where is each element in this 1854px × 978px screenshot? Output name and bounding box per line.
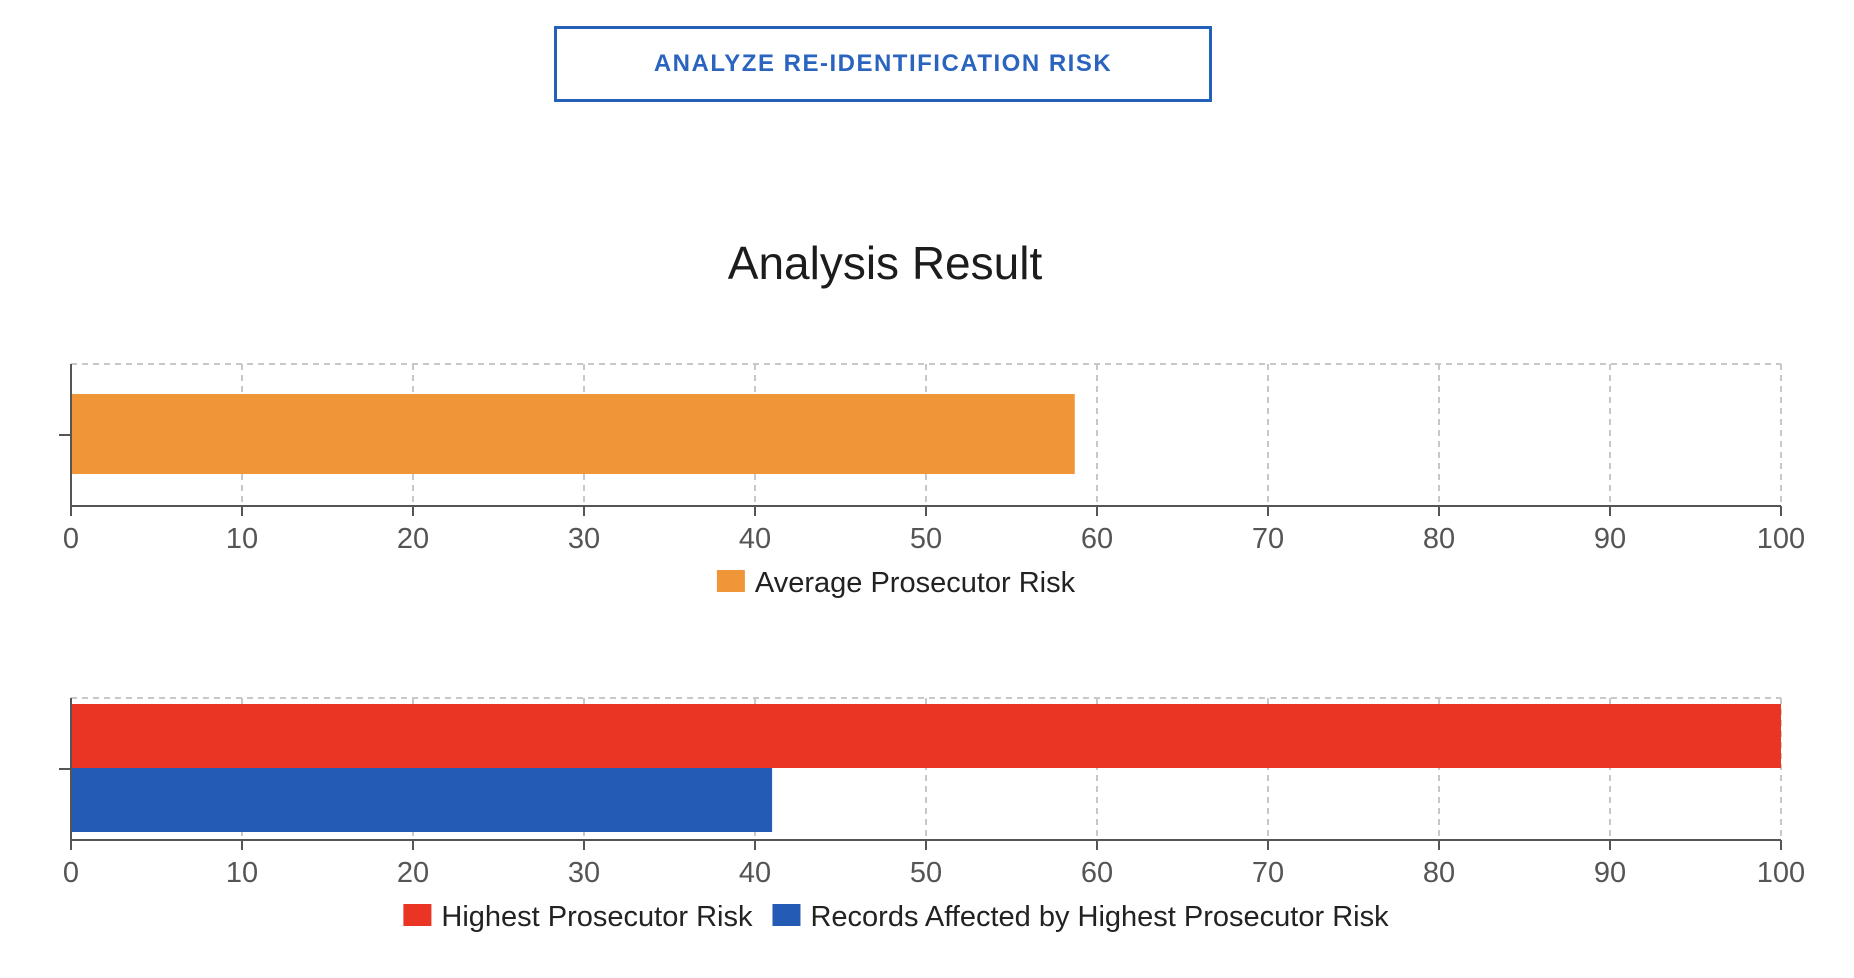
x-tick-label: 80 <box>1423 857 1455 889</box>
legend-item[interactable]: Average Prosecutor Risk <box>716 567 1076 599</box>
x-tick-label: 40 <box>739 857 771 889</box>
legend-label: Average Prosecutor Risk <box>755 567 1076 599</box>
legend-label: Records Affected by Highest Prosecutor R… <box>810 901 1389 933</box>
x-tick-label: 30 <box>568 523 600 555</box>
x-tick-label: 0 <box>63 523 79 555</box>
x-tick-label: 90 <box>1594 857 1626 889</box>
x-tick-label: 70 <box>1252 857 1284 889</box>
bar[interactable] <box>71 768 773 832</box>
bar[interactable] <box>71 394 1075 474</box>
x-tick-label: 70 <box>1252 523 1284 555</box>
x-tick-label: 20 <box>397 523 429 555</box>
highest-risk-chart: 0 10 20 30 40 50 60 70 80 90 100 Highest Prosecutor… <box>59 697 1805 933</box>
x-tick-label: 90 <box>1594 523 1626 555</box>
x-tick-label: 50 <box>910 523 942 555</box>
x-tick-label: 60 <box>1081 523 1113 555</box>
average-risk-chart: 0 10 20 30 40 50 60 70 80 90 100 Average Prosecutor… <box>59 363 1805 599</box>
analysis-result-title: Analysis Result <box>727 237 1043 289</box>
legend-label: Highest Prosecutor Risk <box>441 901 753 933</box>
legend-swatch <box>772 904 801 926</box>
x-tick-label: 20 <box>397 857 429 889</box>
x-tick-label: 100 <box>1757 523 1805 555</box>
legend-item[interactable]: Records Affected by Highest Prosecutor R… <box>772 901 1389 933</box>
legend-swatch <box>716 570 745 592</box>
x-tick-label: 0 <box>63 857 79 889</box>
x-tick-label: 50 <box>910 857 942 889</box>
x-tick-label: 30 <box>568 857 600 889</box>
x-tick-label: 80 <box>1423 523 1455 555</box>
x-tick-label: 100 <box>1757 857 1805 889</box>
x-tick-label: 10 <box>226 523 258 555</box>
legend-item[interactable]: Highest Prosecutor Risk <box>403 901 753 933</box>
bar[interactable] <box>71 704 1781 768</box>
x-tick-label: 10 <box>226 857 258 889</box>
x-tick-label: 60 <box>1081 857 1113 889</box>
x-tick-label: 40 <box>739 523 771 555</box>
legend-swatch <box>403 904 432 926</box>
analyze-reidentification-risk-button[interactable]: ANALYZE RE-IDENTIFICATION RISK <box>554 26 1212 102</box>
